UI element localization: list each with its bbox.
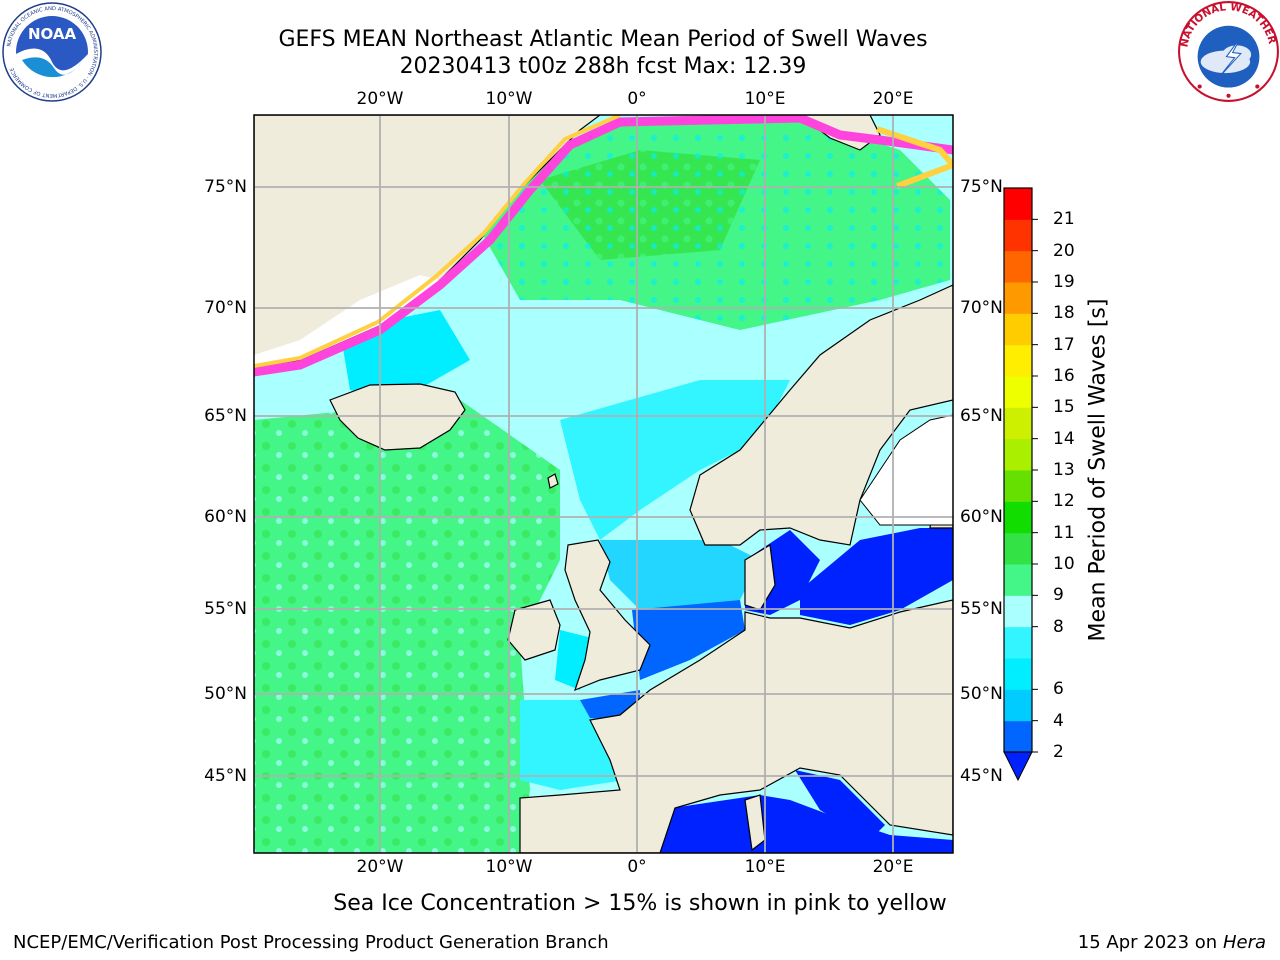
noaa-logo-text: NOAA — [28, 25, 77, 43]
lon-tick-top: 0° — [627, 89, 647, 109]
footer-date-text: 15 Apr 2023 on — [1077, 932, 1223, 953]
lon-tick-top: 10°W — [485, 89, 533, 109]
lat-tick-left: 50°N — [204, 684, 247, 704]
colorbar-label: 11 — [1053, 522, 1075, 543]
colorbar-label: 20 — [1053, 240, 1075, 261]
colorbar-swatch — [1004, 689, 1032, 722]
swell-zone-mediterranean — [660, 795, 953, 853]
lon-tick-bottom: 0° — [627, 857, 647, 877]
colorbar-label: 12 — [1053, 491, 1075, 512]
colorbar-under-arrow — [1003, 751, 1033, 782]
lon-tick-bottom: 20°W — [356, 857, 404, 877]
colorbar-label: 15 — [1053, 397, 1075, 418]
lat-tick-left: 75°N — [204, 177, 247, 197]
noaa-logo: NATIONAL OCEANIC AND ATMOSPHERIC ADMINIS… — [2, 2, 102, 102]
lat-tick-right: 45°N — [960, 766, 1003, 786]
colorbar-swatch — [1004, 376, 1032, 408]
colorbar-label: 9 — [1053, 585, 1064, 606]
footer-credit: NCEP/EMC/Verification Post Processing Pr… — [13, 932, 609, 953]
lon-tick-top: 20°W — [356, 89, 404, 109]
lat-tick-right: 65°N — [960, 406, 1003, 426]
lat-tick-right: 75°N — [960, 177, 1003, 197]
colorbar-swatch — [1004, 282, 1032, 314]
colorbar-swatch — [1004, 313, 1032, 346]
lat-tick-left: 45°N — [204, 766, 247, 786]
colorbar-swatch — [1004, 407, 1032, 440]
colorbar — [1003, 187, 1038, 782]
lat-tick-left: 65°N — [204, 406, 247, 426]
lat-tick-left: 70°N — [204, 298, 247, 318]
ireland — [507, 599, 561, 661]
colorbar-swatch — [1004, 720, 1032, 753]
colorbar-swatch — [1004, 626, 1032, 659]
nws-logo: NATIONAL WEATHER SERVICE — [1177, 0, 1279, 102]
colorbar-label: 10 — [1053, 554, 1075, 574]
lat-tick-left: 55°N — [204, 599, 247, 619]
colorbar-swatch — [1004, 470, 1032, 502]
colorbar-label: 16 — [1053, 366, 1075, 386]
sea-ice-caption: Sea Ice Concentration > 15% is shown in … — [333, 891, 947, 916]
lon-tick-bottom: 20°E — [872, 857, 914, 877]
lat-tick-right: 70°N — [960, 298, 1003, 318]
iceland — [329, 383, 466, 451]
colorbar-label: 18 — [1053, 303, 1075, 324]
colorbar-swatch — [1004, 438, 1032, 471]
map-title: GEFS MEAN Northeast Atlantic Mean Period… — [278, 27, 928, 52]
footer-host: Hera — [1222, 932, 1266, 953]
lat-tick-right: 60°N — [960, 507, 1003, 527]
colorbar-label: 21 — [1053, 209, 1075, 230]
colorbar-label: 2 — [1053, 742, 1064, 762]
great-britain — [564, 539, 651, 692]
colorbar-label: 4 — [1053, 710, 1064, 731]
colorbar-title: Mean Period of Swell Waves [s] — [1085, 298, 1111, 642]
colorbar-label: 8 — [1053, 616, 1064, 637]
continental-europe — [519, 599, 953, 853]
lon-tick-top: 10°E — [744, 89, 786, 109]
lon-tick-bottom: 10°E — [744, 857, 786, 877]
map-frame — [253, 114, 954, 854]
colorbar-swatch — [1004, 658, 1032, 690]
lat-tick-right: 50°N — [960, 684, 1003, 704]
forecast-subtitle: 20230413 t00z 288h fcst Max: 12.39 — [399, 54, 807, 79]
colorbar-swatch — [1004, 250, 1032, 283]
colorbar-swatch — [1004, 344, 1032, 377]
lon-tick-top: 20°E — [872, 89, 914, 109]
footer-date: 15 Apr 2023 on Hera — [1078, 932, 1266, 954]
colorbar-label: 6 — [1053, 679, 1064, 700]
colorbar-swatch — [1004, 564, 1032, 596]
colorbar-label: 19 — [1053, 272, 1075, 292]
lon-tick-bottom: 10°W — [485, 857, 533, 877]
sea-ice-edge — [254, 115, 953, 377]
colorbar-swatch — [1004, 188, 1032, 220]
colorbar-swatch — [1004, 595, 1032, 628]
colorbar-label: 17 — [1053, 334, 1075, 355]
lat-tick-right: 55°N — [960, 599, 1003, 619]
colorbar-label: 13 — [1053, 460, 1075, 480]
faroe-islands — [547, 473, 559, 489]
scandinavia — [689, 284, 953, 546]
colorbar-label: 14 — [1053, 428, 1075, 449]
colorbar-swatch — [1004, 219, 1032, 252]
lat-tick-left: 60°N — [204, 507, 247, 527]
colorbar-swatch — [1004, 532, 1032, 565]
gulf-of-bothnia — [859, 414, 953, 526]
graticule — [254, 115, 953, 853]
colorbar-swatch — [1004, 501, 1032, 534]
swell-zone-north-sea — [632, 600, 745, 680]
